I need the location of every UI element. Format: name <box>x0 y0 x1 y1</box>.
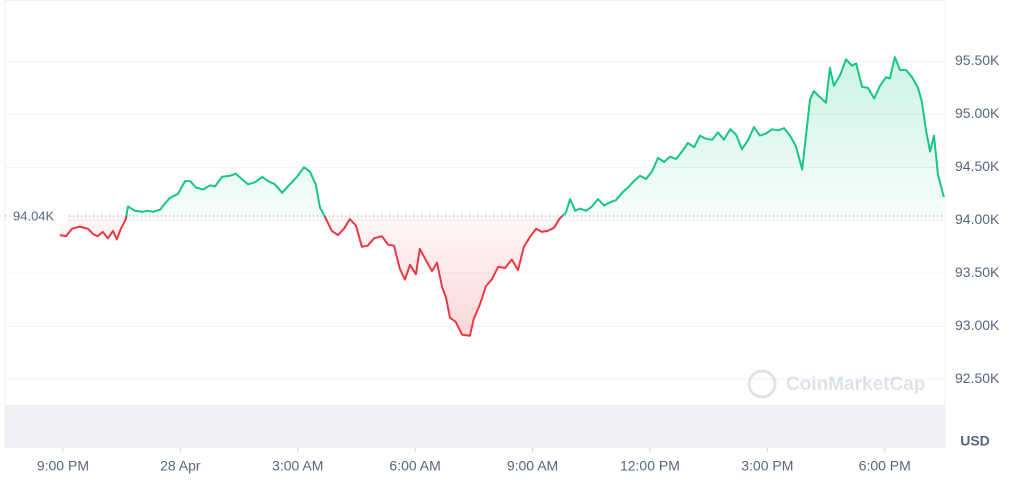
x-tick-label: 9:00 PM <box>37 458 89 474</box>
y-tick-label: 92.50K <box>955 370 1000 386</box>
x-tick-label: 6:00 AM <box>389 458 440 474</box>
reference-label-bg <box>7 207 67 226</box>
x-tick-label: 28 Apr <box>160 458 201 474</box>
y-tick-label: 94.00K <box>955 211 1000 227</box>
area <box>59 57 944 336</box>
watermark-logo <box>747 369 777 399</box>
price-line <box>59 56 945 337</box>
watermark: CoinMarketCap <box>747 369 925 399</box>
y-tick-label: 95.50K <box>955 52 1000 68</box>
y-tick-label: 95.00K <box>955 105 1000 121</box>
x-tick-label: 9:00 AM <box>507 458 558 474</box>
y-tick-label: 94.50K <box>955 158 1000 174</box>
watermark-text: CoinMarketCap <box>786 374 925 395</box>
x-tick-label: 3:00 PM <box>741 458 793 474</box>
y-unit: USD <box>960 433 990 449</box>
volume-band <box>5 405 945 448</box>
y-tick-label: 93.50K <box>955 264 1000 280</box>
reference-label: 94.04K <box>13 208 55 223</box>
y-tick-label: 93.00K <box>955 317 1000 333</box>
x-tick-label: 3:00 AM <box>272 458 323 474</box>
x-tick-label: 12:00 PM <box>620 458 680 474</box>
x-tick-label: 6:00 PM <box>859 458 911 474</box>
